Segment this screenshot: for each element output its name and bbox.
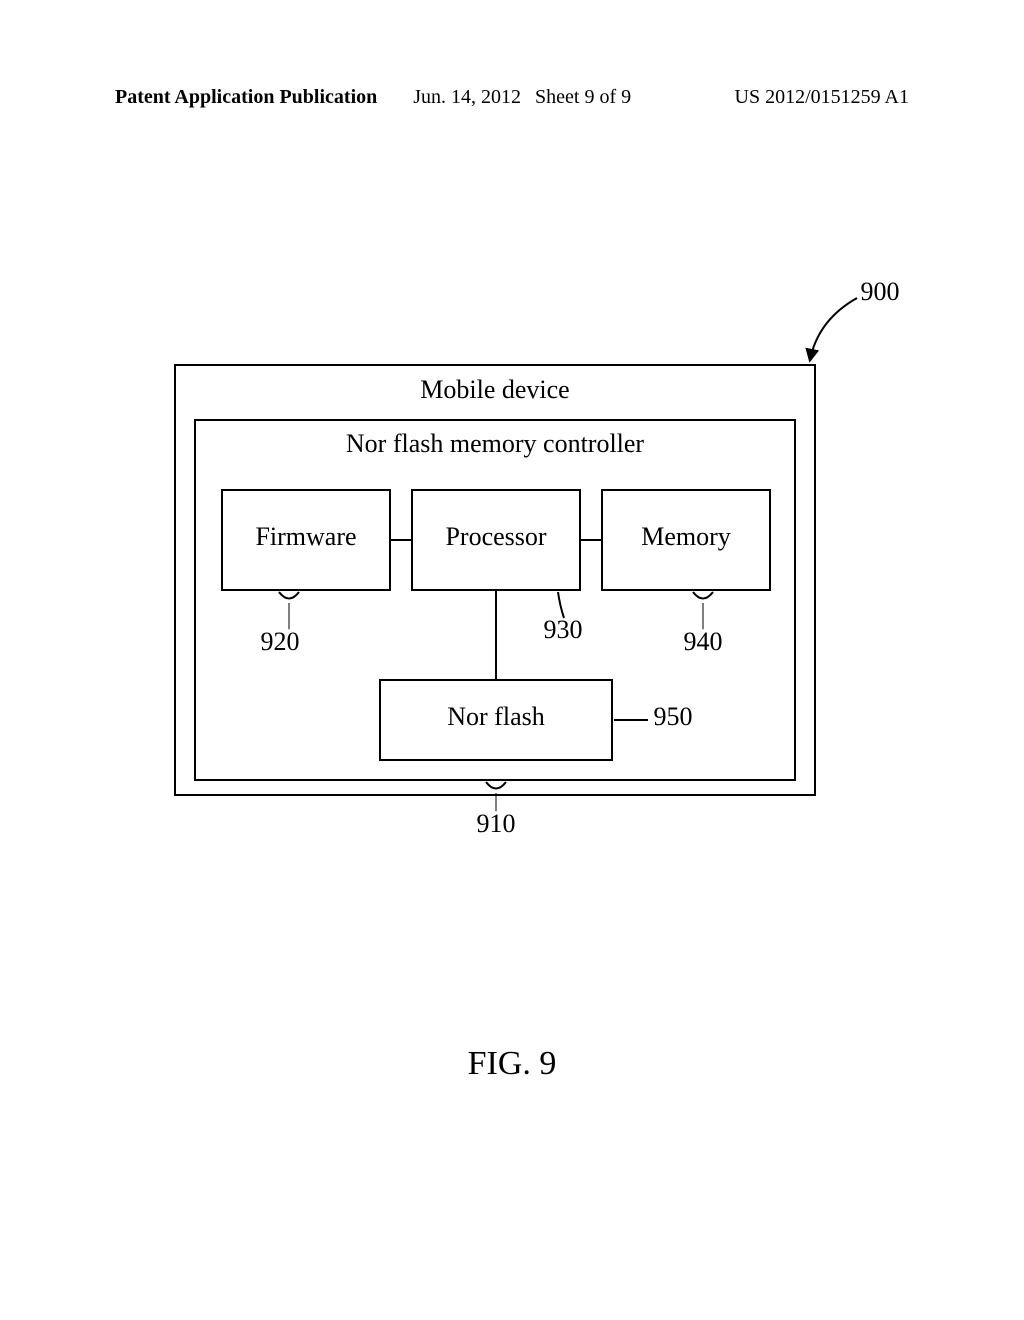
callout-text-0: 900 [861,277,900,306]
callout-text-5: 910 [477,809,516,838]
callout-tick-5 [486,782,506,789]
box-label-norflash: Nor flash [447,702,544,731]
box-label-controller: Nor flash memory controller [346,429,645,458]
callout-arrow-0 [810,298,857,360]
callout-tick-3 [693,592,713,599]
box-label-firmware: Firmware [255,522,356,551]
callout-text-2: 930 [544,615,583,644]
box-label-mobile_device: Mobile device [420,375,569,404]
callout-text-4: 950 [654,702,693,731]
box-label-memory: Memory [641,522,731,551]
figure-label: FIG. 9 [0,1045,1024,1083]
callout-tick-1 [279,592,299,599]
callout-text-1: 920 [261,627,300,656]
callout-text-3: 940 [684,627,723,656]
box-label-processor: Processor [445,522,546,551]
block-diagram: Mobile device Nor flash memory controller… [0,0,1024,1320]
